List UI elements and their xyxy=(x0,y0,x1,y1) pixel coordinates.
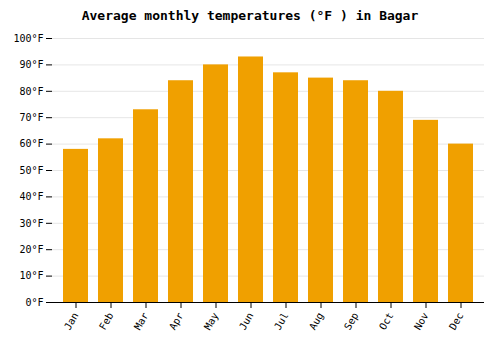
svg-text:0°F: 0°F xyxy=(25,297,43,308)
svg-text:Feb: Feb xyxy=(97,311,116,332)
svg-text:Jul: Jul xyxy=(272,311,291,332)
svg-text:60°F: 60°F xyxy=(19,138,43,149)
svg-text:Nov: Nov xyxy=(412,311,431,332)
svg-text:40°F: 40°F xyxy=(19,191,43,202)
html-text:Average monthly temperatures (: Average monthly temperatures (°F ) in Ba… xyxy=(81,8,419,23)
svg-text:30°F: 30°F xyxy=(19,218,43,229)
svg-text:80°F: 80°F xyxy=(19,86,43,97)
svg-text:Apr: Apr xyxy=(167,311,186,332)
svg-text:10°F: 10°F xyxy=(19,270,43,281)
svg-text:Oct: Oct xyxy=(377,311,396,332)
svg-text:Mar: Mar xyxy=(132,311,151,332)
svg-text:Jun: Jun xyxy=(237,311,256,332)
svg-text:50°F: 50°F xyxy=(19,165,43,176)
svg-text:100°F: 100°F xyxy=(13,33,43,44)
svg-text:Sep: Sep xyxy=(342,311,361,332)
svg-text:90°F: 90°F xyxy=(19,59,43,70)
svg-text:Aug: Aug xyxy=(307,311,326,332)
svg-text:Jan: Jan xyxy=(62,311,81,332)
svg-text:70°F: 70°F xyxy=(19,112,43,123)
svg-text:Dec: Dec xyxy=(447,311,466,332)
svg-text:20°F: 20°F xyxy=(19,244,43,255)
svg-text:May: May xyxy=(202,311,221,332)
